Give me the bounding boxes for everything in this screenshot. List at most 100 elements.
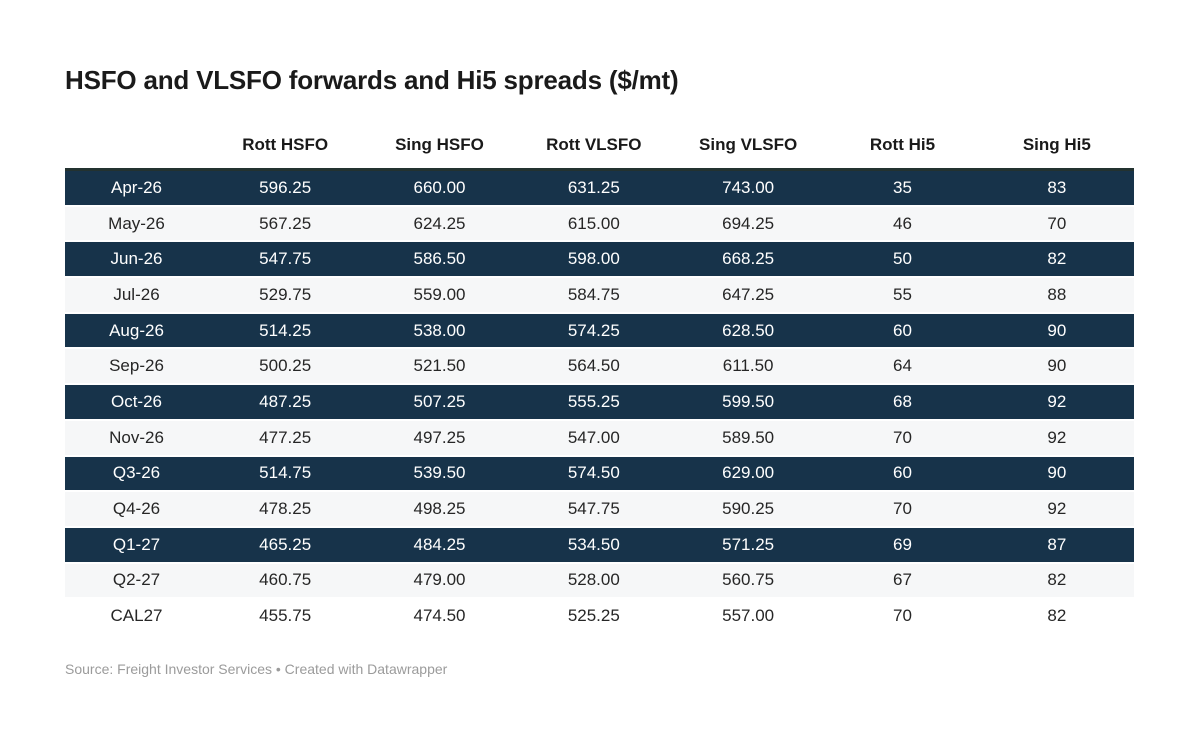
value-cell: 70: [825, 491, 980, 528]
value-cell: 477.25: [208, 419, 363, 457]
table-row: CAL27 455.75 474.50 525.25 557.00 70 82: [65, 598, 1134, 635]
value-cell: 92: [979, 491, 1134, 528]
value-cell: 624.25: [362, 205, 517, 243]
column-header: Sing Hi5: [979, 96, 1134, 171]
value-cell: 615.00: [516, 205, 671, 243]
value-cell: 660.00: [362, 169, 517, 207]
value-cell: 529.75: [208, 277, 363, 314]
row-label-cell: Oct-26: [65, 384, 208, 421]
row-label-cell: Q2-27: [65, 562, 208, 600]
value-cell: 35: [825, 169, 980, 207]
value-cell: 611.50: [670, 348, 826, 386]
value-cell: 70: [825, 419, 980, 457]
source-attribution: Source: Freight Investor Services • Crea…: [65, 661, 1134, 677]
value-cell: 599.50: [670, 384, 826, 421]
column-header: Rott HSFO: [208, 96, 363, 171]
value-cell: 500.25: [208, 348, 363, 386]
value-cell: 521.50: [362, 348, 517, 386]
row-label-cell: Q1-27: [65, 526, 208, 564]
value-cell: 55: [825, 277, 980, 314]
value-cell: 547.00: [516, 419, 671, 457]
value-cell: 82: [979, 241, 1134, 279]
value-cell: 88: [979, 277, 1134, 314]
value-cell: 455.75: [208, 598, 363, 635]
value-cell: 534.50: [516, 526, 671, 564]
value-cell: 46: [825, 205, 980, 243]
value-cell: 83: [979, 169, 1134, 207]
value-cell: 528.00: [516, 562, 671, 600]
table-row: Q1-27 465.25 484.25 534.50 571.25 69 87: [65, 526, 1134, 564]
table-header: Rott HSFO Sing HSFO Rott VLSFO Sing VLSFO Ro…: [65, 96, 1134, 171]
value-cell: 82: [979, 598, 1134, 635]
column-header: Rott Hi5: [825, 96, 980, 171]
value-cell: 498.25: [362, 491, 517, 528]
row-label-cell: May-26: [65, 205, 208, 243]
value-cell: 629.00: [670, 455, 826, 493]
value-cell: 596.25: [208, 169, 363, 207]
value-cell: 70: [979, 205, 1134, 243]
row-label-cell: Jul-26: [65, 277, 208, 314]
value-cell: 631.25: [516, 169, 671, 207]
table-row: May-26 567.25 624.25 615.00 694.25 46 70: [65, 205, 1134, 243]
value-cell: 560.75: [670, 562, 826, 600]
value-cell: 60: [825, 312, 980, 350]
table-row: Aug-26 514.25 538.00 574.25 628.50 60 90: [65, 312, 1134, 350]
row-label-column-header: [65, 96, 208, 171]
column-header: Sing HSFO: [362, 96, 517, 171]
table-row: Jul-26 529.75 559.00 584.75 647.25 55 88: [65, 277, 1134, 314]
value-cell: 507.25: [362, 384, 517, 421]
value-cell: 478.25: [208, 491, 363, 528]
value-cell: 574.25: [516, 312, 671, 350]
value-cell: 90: [979, 348, 1134, 386]
value-cell: 525.25: [516, 598, 671, 635]
table-row: Oct-26 487.25 507.25 555.25 599.50 68 92: [65, 384, 1134, 421]
value-cell: 564.50: [516, 348, 671, 386]
value-cell: 584.75: [516, 277, 671, 314]
value-cell: 67: [825, 562, 980, 600]
value-cell: 590.25: [670, 491, 826, 528]
row-label-cell: Nov-26: [65, 419, 208, 457]
value-cell: 50: [825, 241, 980, 279]
table-row: Q4-26 478.25 498.25 547.75 590.25 70 92: [65, 491, 1134, 528]
source-label: Source:: [65, 660, 114, 677]
row-label-cell: CAL27: [65, 598, 208, 635]
separator-dot: •: [275, 660, 281, 677]
value-cell: 60: [825, 455, 980, 493]
value-cell: 68: [825, 384, 980, 421]
value-cell: 647.25: [670, 277, 826, 314]
value-cell: 574.50: [516, 455, 671, 493]
source-link[interactable]: Freight Investor Services: [117, 660, 272, 677]
value-cell: 90: [979, 312, 1134, 350]
column-header: Sing VLSFO: [670, 96, 826, 171]
value-cell: 547.75: [208, 241, 363, 279]
table-row: Jun-26 547.75 586.50 598.00 668.25 50 82: [65, 241, 1134, 279]
value-cell: 538.00: [362, 312, 517, 350]
table-row: Apr-26 596.25 660.00 631.25 743.00 35 83: [65, 169, 1134, 207]
value-cell: 484.25: [362, 526, 517, 564]
datawrapper-link[interactable]: Created with Datawrapper: [284, 660, 448, 677]
value-cell: 571.25: [670, 526, 826, 564]
value-cell: 557.00: [670, 598, 826, 635]
row-label-cell: Q3-26: [65, 455, 208, 493]
value-cell: 743.00: [670, 169, 826, 207]
forwards-table: Rott HSFO Sing HSFO Rott VLSFO Sing VLSFO Ro…: [65, 96, 1134, 635]
value-cell: 92: [979, 384, 1134, 421]
row-label-cell: Apr-26: [65, 169, 208, 207]
value-cell: 559.00: [362, 277, 517, 314]
value-cell: 539.50: [362, 455, 517, 493]
value-cell: 90: [979, 455, 1134, 493]
value-cell: 586.50: [362, 241, 517, 279]
value-cell: 668.25: [670, 241, 826, 279]
value-cell: 514.75: [208, 455, 363, 493]
value-cell: 487.25: [208, 384, 363, 421]
table-row: Nov-26 477.25 497.25 547.00 589.50 70 92: [65, 419, 1134, 457]
value-cell: 514.25: [208, 312, 363, 350]
value-cell: 694.25: [670, 205, 826, 243]
value-cell: 567.25: [208, 205, 363, 243]
value-cell: 64: [825, 348, 980, 386]
value-cell: 555.25: [516, 384, 671, 421]
row-label-cell: Aug-26: [65, 312, 208, 350]
value-cell: 628.50: [670, 312, 826, 350]
value-cell: 69: [825, 526, 980, 564]
row-label-cell: Sep-26: [65, 348, 208, 386]
